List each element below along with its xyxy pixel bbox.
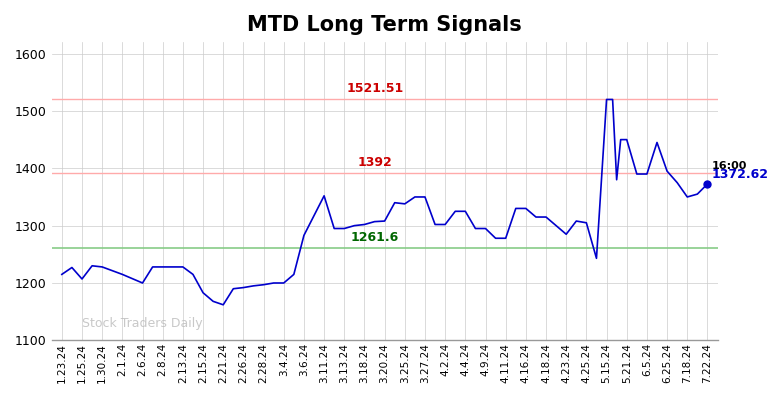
Text: 1261.6: 1261.6: [350, 231, 399, 244]
Text: 1521.51: 1521.51: [346, 82, 404, 95]
Text: 16:00: 16:00: [711, 161, 747, 172]
Text: Stock Traders Daily: Stock Traders Daily: [82, 317, 202, 330]
Title: MTD Long Term Signals: MTD Long Term Signals: [247, 15, 522, 35]
Text: 1372.62: 1372.62: [711, 168, 768, 181]
Text: 1392: 1392: [358, 156, 392, 170]
